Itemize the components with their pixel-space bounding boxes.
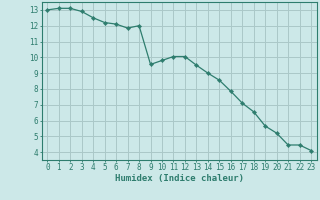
X-axis label: Humidex (Indice chaleur): Humidex (Indice chaleur) (115, 174, 244, 183)
